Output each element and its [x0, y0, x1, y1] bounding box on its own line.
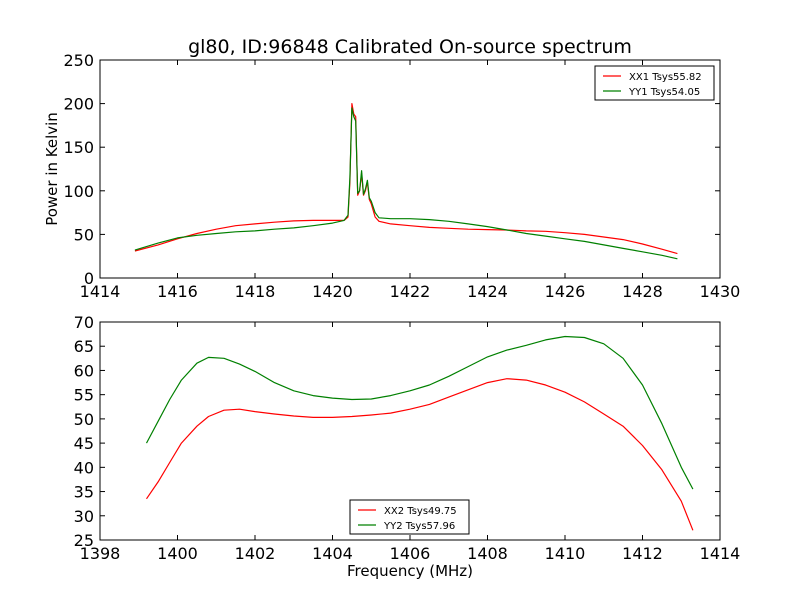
top-legend-label-2: YY1 Tsys54.05	[628, 87, 700, 98]
bottom-x-tick-label: 1404	[312, 544, 353, 563]
top-y-tick-label: 150	[63, 138, 94, 157]
bottom-legend: XX2 Tsys49.75 YY2 Tsys57.96	[349, 499, 470, 535]
bottom-x-tick-label: 1410	[545, 544, 586, 563]
top-legend: XX1 Tsys55.82 YY1 Tsys54.05	[594, 65, 715, 101]
bottom-x-tick-label: 1402	[235, 544, 276, 563]
bottom-series-line-2	[145, 335, 694, 490]
top-y-axis-label: Power in Kelvin	[43, 112, 61, 226]
top-x-tick-label: 1426	[545, 282, 586, 301]
bottom-series-layer	[145, 335, 694, 531]
bottom-y-tick-label: 55	[74, 386, 94, 405]
top-ticks-layer: 1414 1416 1418 1420 1422 1424 1426 1428 1430 0 50 1…	[63, 51, 740, 301]
top-y-tick-label: 50	[74, 225, 94, 244]
bottom-x-tick-label: 1406	[390, 544, 431, 563]
top-y-tick-label: 250	[63, 51, 94, 70]
top-x-tick-label: 1418	[235, 282, 276, 301]
top-x-tick-label: 1414	[80, 282, 121, 301]
bottom-y-tick-label: 70	[74, 313, 94, 332]
top-y-tick-label: 0	[84, 269, 94, 288]
top-x-tick-label: 1416	[157, 282, 198, 301]
chart-title: gl80, ID:96848 Calibrated On-source spec…	[188, 36, 632, 58]
top-series-line-2	[134, 107, 678, 260]
top-panel: 1414 1416 1418 1420 1422 1424 1426 1428 1430 0 50 1…	[43, 51, 740, 301]
top-x-tick-label: 1430	[700, 282, 741, 301]
bottom-y-tick-label: 65	[74, 337, 94, 356]
bottom-series-line-1	[146, 378, 694, 531]
bottom-y-tick-label: 45	[74, 434, 94, 453]
top-series-layer	[134, 102, 678, 260]
bottom-y-tick-label: 35	[74, 483, 94, 502]
top-y-tick-label: 100	[63, 182, 94, 201]
bottom-panel: 1398 1400 1402 1404 1406 1408 1410 1412 1414 25 30…	[74, 313, 741, 580]
bottom-ticks-layer: 1398 1400 1402 1404 1406 1408 1410 1412 1414 25 30…	[74, 313, 741, 563]
bottom-y-tick-label: 25	[74, 531, 94, 550]
bottom-y-tick-label: 40	[74, 458, 94, 477]
bottom-x-tick-label: 1400	[157, 544, 198, 563]
bottom-x-tick-label: 1412	[622, 544, 663, 563]
bottom-x-tick-label: 1414	[700, 544, 741, 563]
top-x-tick-label: 1422	[390, 282, 431, 301]
bottom-x-axis-label: Frequency (MHz)	[347, 562, 473, 580]
top-legend-box	[594, 65, 715, 101]
bottom-y-tick-label: 60	[74, 361, 94, 380]
bottom-legend-box	[349, 499, 470, 535]
top-legend-label-1: XX1 Tsys55.82	[629, 72, 702, 83]
top-x-tick-label: 1428	[622, 282, 663, 301]
bottom-legend-label-1: XX2 Tsys49.75	[384, 506, 457, 517]
bottom-y-tick-label: 30	[74, 507, 94, 526]
bottom-x-tick-label: 1408	[467, 544, 508, 563]
bottom-legend-label-2: YY2 Tsys57.96	[383, 521, 455, 532]
top-x-tick-label: 1424	[467, 282, 508, 301]
bottom-x-tick-label: 1398	[80, 544, 121, 563]
top-y-tick-label: 200	[63, 95, 94, 114]
top-x-tick-label: 1420	[312, 282, 353, 301]
bottom-y-tick-label: 50	[74, 410, 94, 429]
